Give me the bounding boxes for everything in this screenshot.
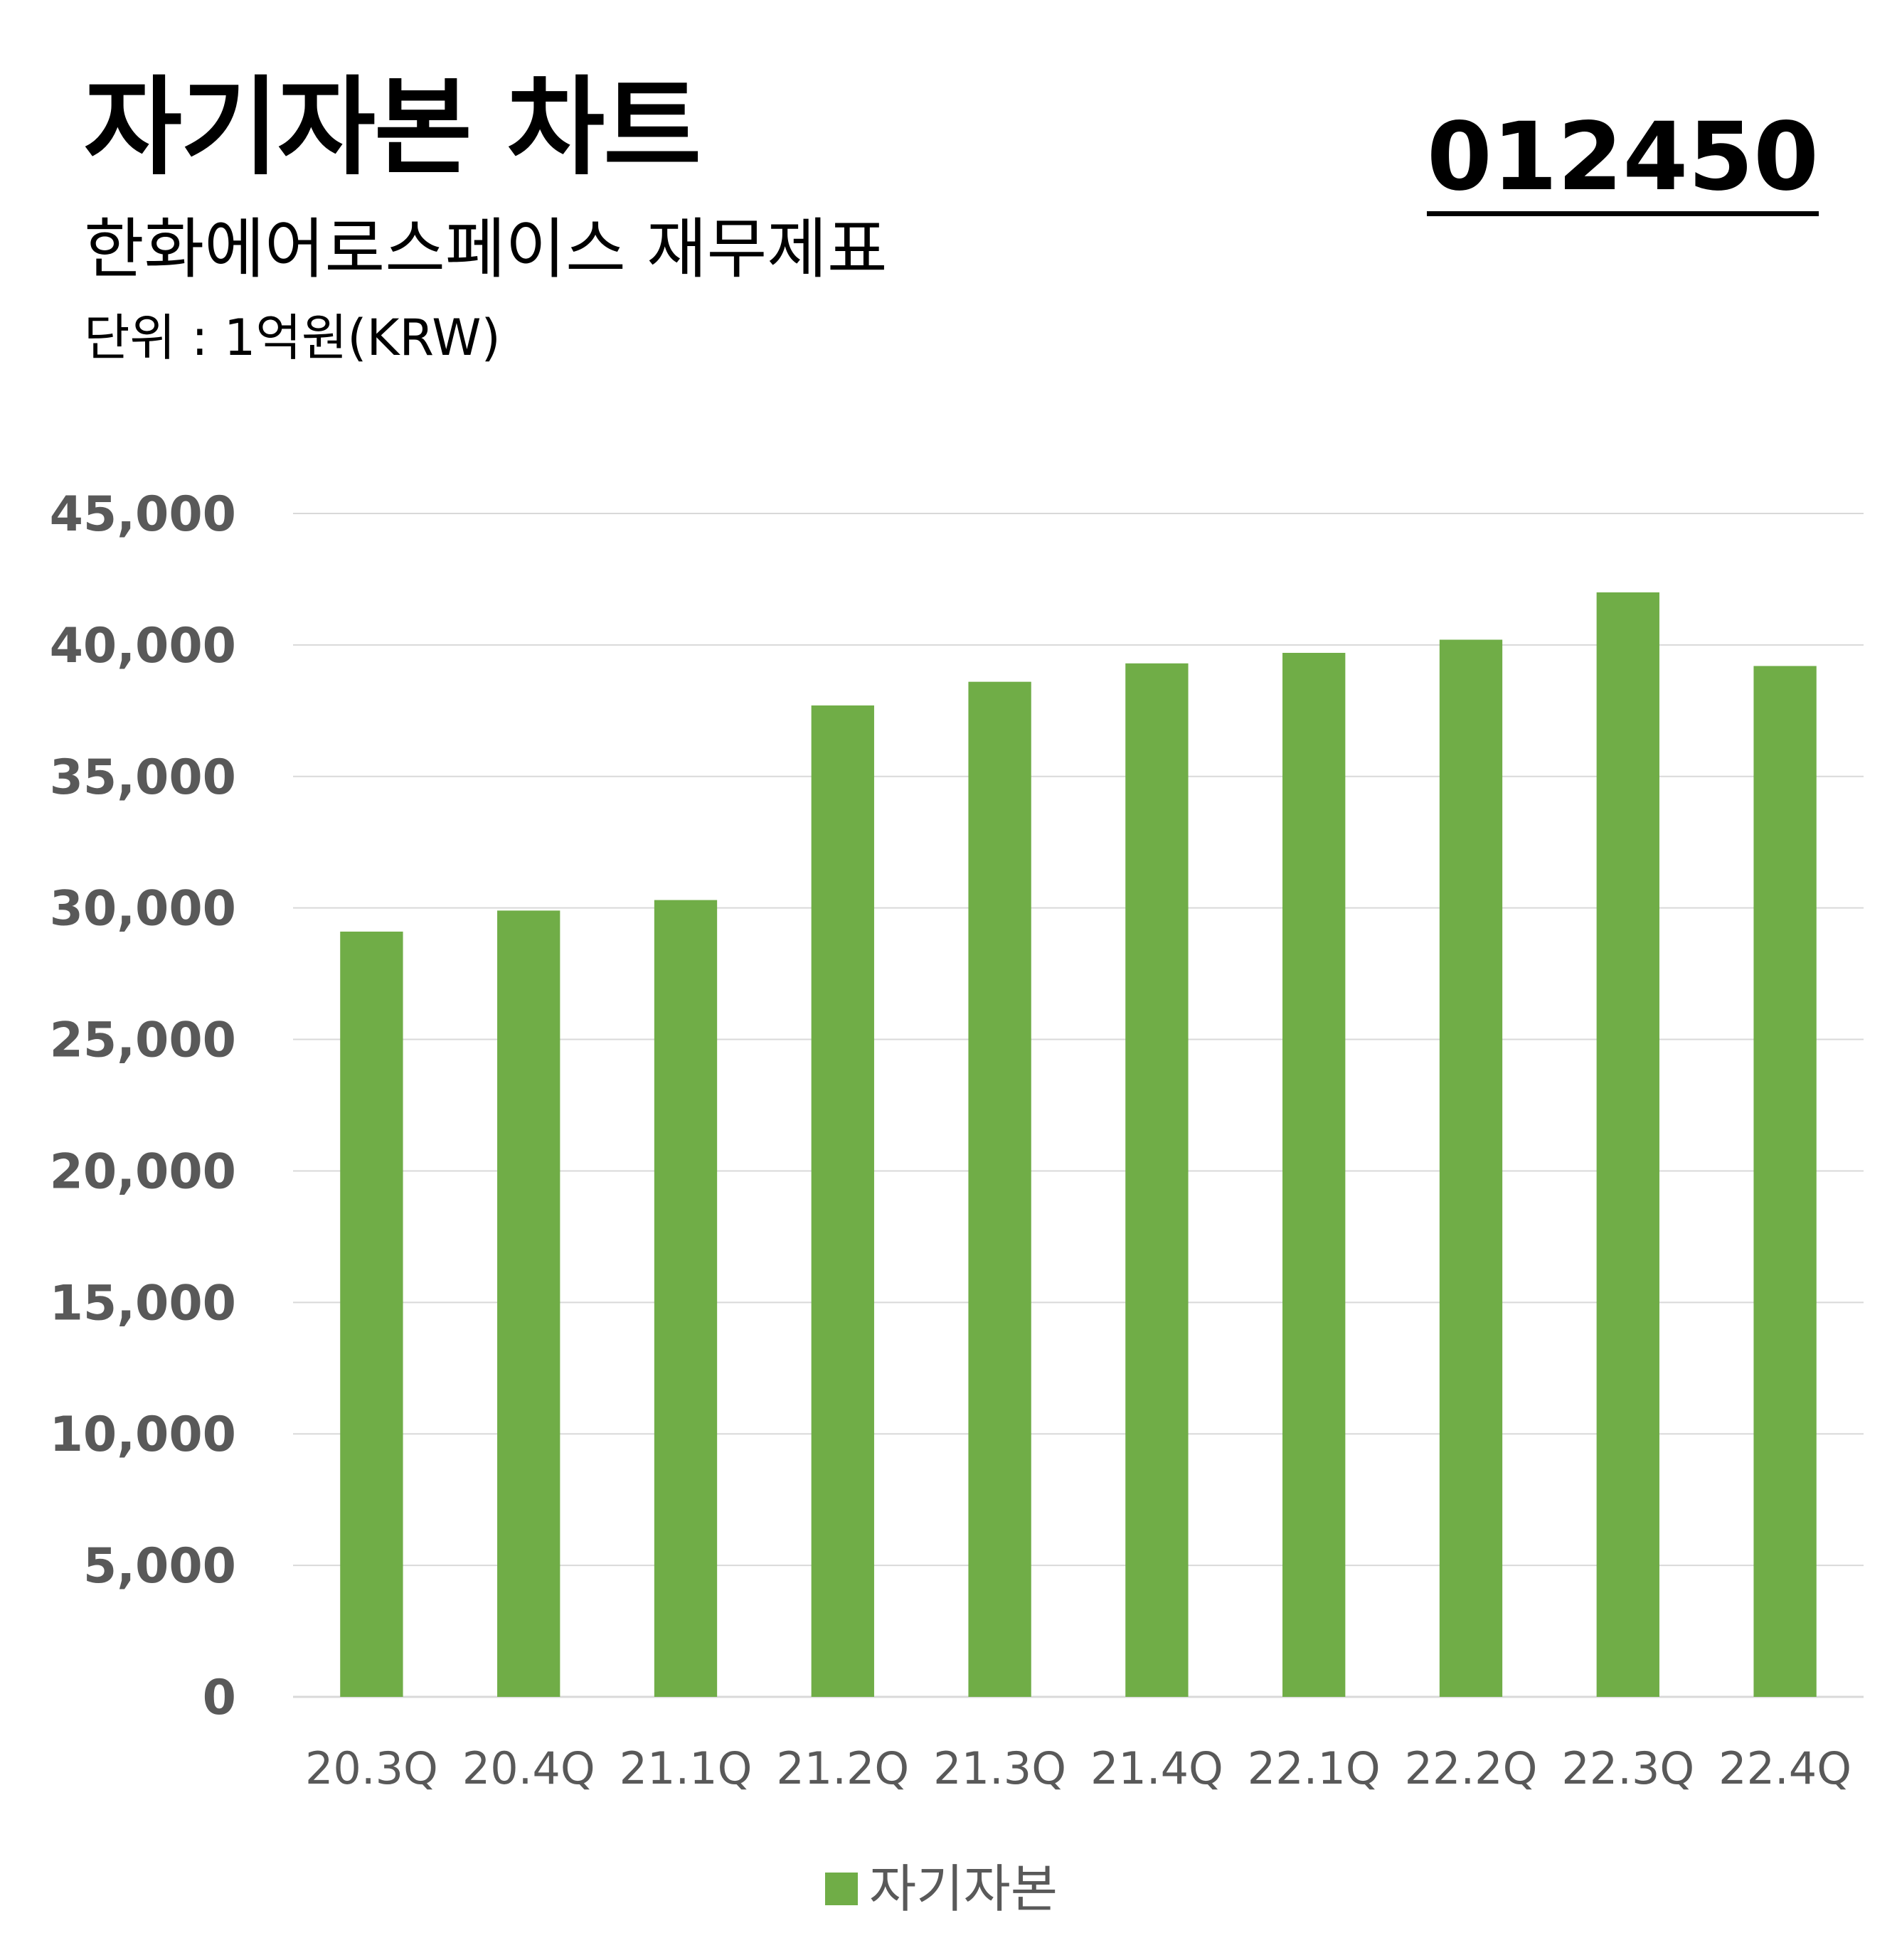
y-tick-label: 45,000 — [50, 486, 236, 543]
x-tick-label: 22.4Q — [1718, 1742, 1851, 1794]
stock-code: 012450 — [1426, 110, 1819, 216]
x-tick-label: 21.1Q — [620, 1742, 753, 1794]
x-tick-label: 21.3Q — [933, 1742, 1066, 1794]
y-tick-label: 25,000 — [50, 1013, 236, 1069]
bar-20.4Q — [497, 910, 560, 1697]
y-tick-label: 35,000 — [50, 750, 236, 806]
y-tick-label: 5,000 — [83, 1538, 236, 1594]
x-tick-label: 21.4Q — [1090, 1742, 1223, 1794]
bar-22.1Q — [1282, 652, 1346, 1698]
y-tick-label: 0 — [203, 1670, 236, 1726]
x-tick-label: 20.4Q — [462, 1742, 595, 1794]
legend-label: 자기자본 — [869, 1859, 1058, 1919]
chart-subtitle: 한화에어로스페이스 재무제표 — [84, 211, 888, 287]
y-tick-label: 10,000 — [50, 1407, 236, 1463]
bar-22.2Q — [1439, 639, 1503, 1697]
y-tick-label: 15,000 — [50, 1275, 236, 1331]
bar-20.3Q — [340, 931, 403, 1697]
bar-22.4Q — [1753, 666, 1817, 1697]
bars — [340, 592, 1817, 1698]
legend-swatch — [825, 1873, 858, 1905]
bar-21.3Q — [968, 681, 1031, 1698]
x-axis-ticks: 20.3Q 20.4Q 21.1Q 21.2Q 21.3Q 21.4Q 22.1Q 22.2Q… — [305, 1742, 1851, 1794]
y-tick-label: 20,000 — [50, 1144, 236, 1200]
bar-22.3Q — [1596, 592, 1659, 1697]
x-tick-label: 22.2Q — [1405, 1742, 1538, 1794]
y-tick-label: 30,000 — [50, 881, 236, 937]
unit-label: 단위 : 1억원(KRW) — [84, 309, 501, 367]
y-axis-ticks: 0 5,000 10,000 15,000 20,000 25,000 30,000 35,0… — [50, 486, 236, 1726]
x-tick-label: 22.1Q — [1248, 1742, 1381, 1794]
legend: 자기자본 — [825, 1863, 1058, 1914]
x-tick-label: 20.3Q — [305, 1742, 438, 1794]
y-tick-label: 40,000 — [50, 618, 236, 674]
bar-21.1Q — [654, 900, 718, 1697]
bar-21.4Q — [1125, 663, 1189, 1697]
bar-21.2Q — [811, 705, 874, 1698]
x-tick-label: 22.3Q — [1561, 1742, 1694, 1794]
chart-title: 자기자본 차트 — [84, 66, 701, 190]
x-tick-label: 21.2Q — [776, 1742, 909, 1794]
